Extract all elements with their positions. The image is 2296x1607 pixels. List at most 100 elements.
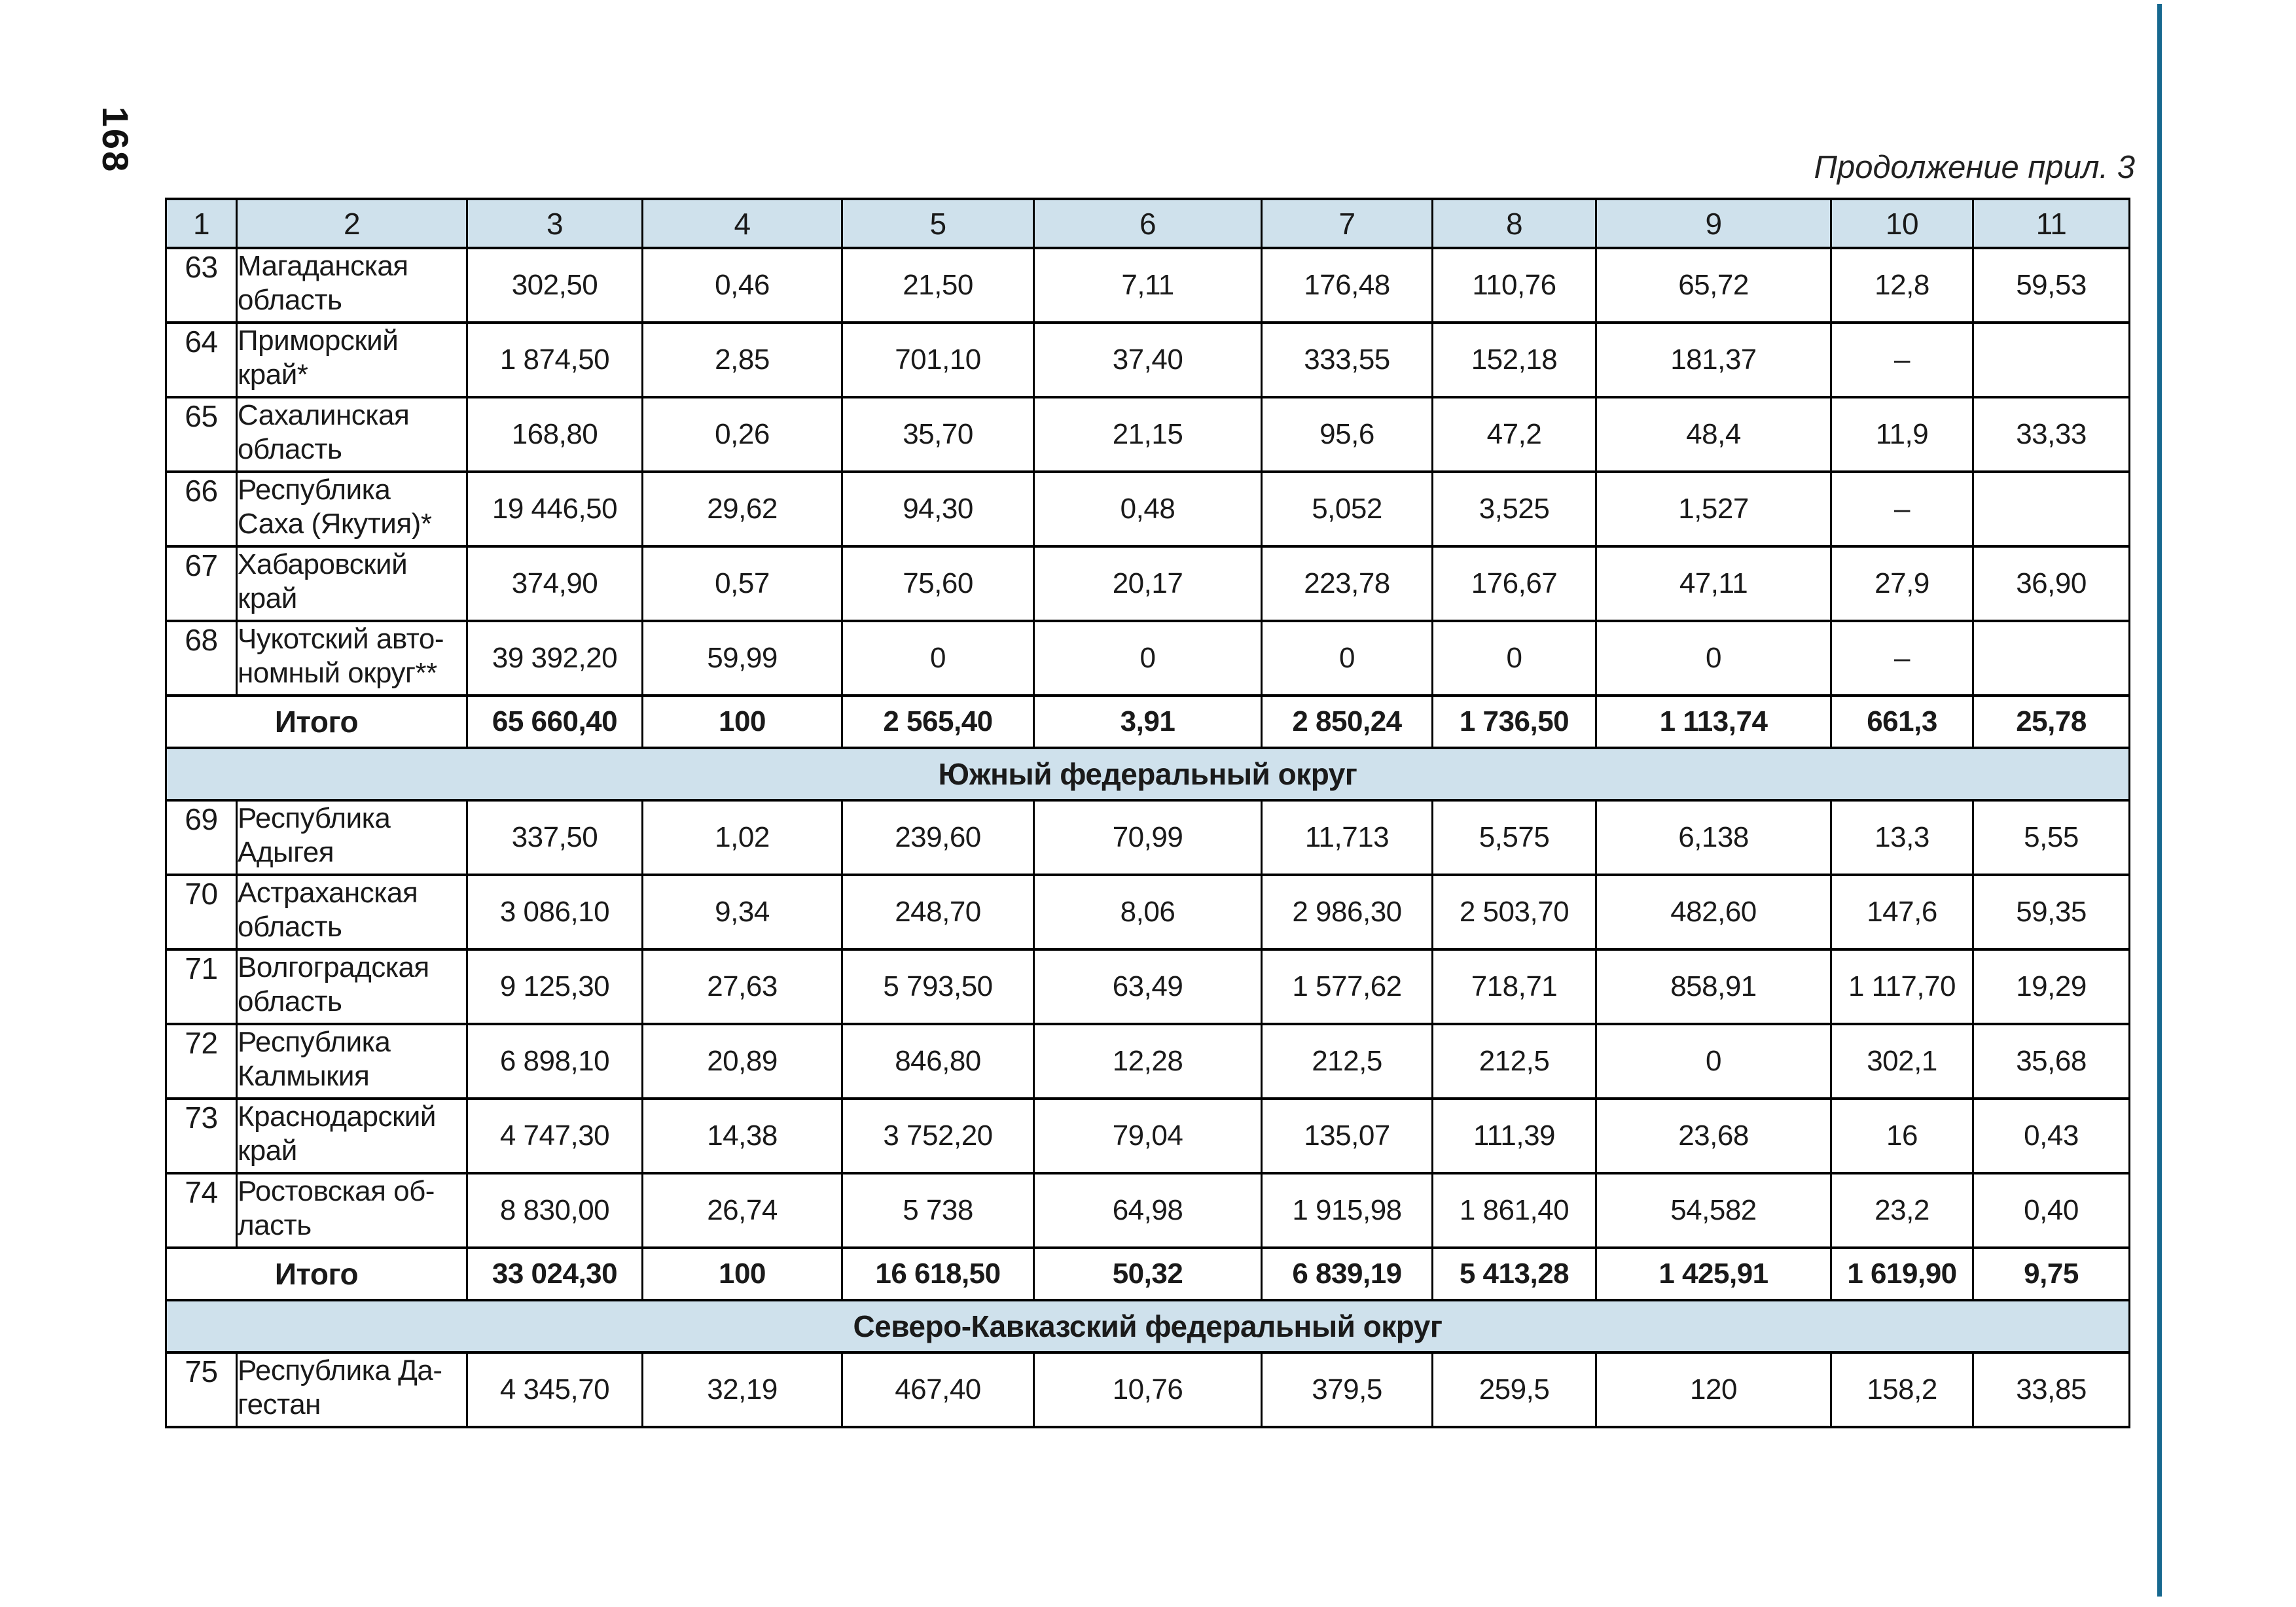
value-cell: 20,89 xyxy=(641,1023,843,1100)
value-cell: 54,582 xyxy=(1595,1172,1832,1249)
row-number: 68 xyxy=(165,620,238,697)
value-cell: 94,30 xyxy=(841,470,1035,548)
value-cell: 181,37 xyxy=(1595,321,1832,398)
row-number: 71 xyxy=(165,948,238,1025)
row-number: 69 xyxy=(165,799,238,876)
total-value-cell: 1 736,50 xyxy=(1431,694,1597,749)
table-row: 68 Чукотский авто- номный округ** 39 392,2… xyxy=(165,620,2130,697)
value-cell: 12,28 xyxy=(1033,1023,1263,1100)
column-header: 9 xyxy=(1595,198,1832,249)
value-cell: 5,575 xyxy=(1431,799,1597,876)
region-name: Республика Саха (Якутия)* xyxy=(236,470,468,548)
value-cell: 0 xyxy=(1595,620,1832,697)
value-cell: 135,07 xyxy=(1261,1097,1433,1174)
value-cell: 26,74 xyxy=(641,1172,843,1249)
value-cell: 37,40 xyxy=(1033,321,1263,398)
value-cell: 3 752,20 xyxy=(841,1097,1035,1174)
table-body: 63 Магаданская область 302,50 0,46 21,50 7,11… xyxy=(165,247,2130,1428)
value-cell: 212,5 xyxy=(1261,1023,1433,1100)
value-cell xyxy=(1972,470,2130,548)
table-row: 75 Республика Да- гестан 4 345,70 32,19 467,… xyxy=(165,1351,2130,1428)
value-cell: 6,138 xyxy=(1595,799,1832,876)
section-header-row: Южный федеральный округ xyxy=(165,747,2130,802)
value-cell: 0,43 xyxy=(1972,1097,2130,1174)
value-cell: 718,71 xyxy=(1431,948,1597,1025)
value-cell: 27,9 xyxy=(1830,545,1974,622)
column-header: 8 xyxy=(1431,198,1597,249)
total-value-cell: 9,75 xyxy=(1972,1246,2130,1301)
region-name: Магаданская область xyxy=(236,247,468,324)
value-cell: 95,6 xyxy=(1261,396,1433,473)
total-value-cell: 2 565,40 xyxy=(841,694,1035,749)
value-cell: 19 446,50 xyxy=(466,470,643,548)
value-cell: 59,99 xyxy=(641,620,843,697)
value-cell: 0 xyxy=(841,620,1035,697)
value-cell: 1 861,40 xyxy=(1431,1172,1597,1249)
column-header: 11 xyxy=(1972,198,2130,249)
value-cell: 4 345,70 xyxy=(466,1351,643,1428)
total-value-cell: 16 618,50 xyxy=(841,1246,1035,1301)
row-number: 72 xyxy=(165,1023,238,1100)
value-cell: 1,02 xyxy=(641,799,843,876)
table-row: 66 Республика Саха (Якутия)* 19 446,50 29,6… xyxy=(165,470,2130,548)
total-row: Итого 33 024,30 100 16 618,50 50,32 6 839,19 5… xyxy=(165,1246,2130,1301)
value-cell xyxy=(1972,321,2130,398)
value-cell: 11,713 xyxy=(1261,799,1433,876)
value-cell: 0 xyxy=(1431,620,1597,697)
section-header-row: Северо-Кавказский федеральный округ xyxy=(165,1299,2130,1354)
value-cell: 33,85 xyxy=(1972,1351,2130,1428)
page-number: 168 xyxy=(95,106,137,174)
value-cell: 333,55 xyxy=(1261,321,1433,398)
value-cell: 110,76 xyxy=(1431,247,1597,324)
value-cell: 374,90 xyxy=(466,545,643,622)
value-cell: 846,80 xyxy=(841,1023,1035,1100)
value-cell: 482,60 xyxy=(1595,874,1832,951)
region-name: Республика Да- гестан xyxy=(236,1351,468,1428)
value-cell: 0 xyxy=(1261,620,1433,697)
value-cell: 1 874,50 xyxy=(466,321,643,398)
value-cell: 3 086,10 xyxy=(466,874,643,951)
section-header: Южный федеральный округ xyxy=(165,747,2130,802)
value-cell: 21,15 xyxy=(1033,396,1263,473)
value-cell: 21,50 xyxy=(841,247,1035,324)
value-cell: 0,57 xyxy=(641,545,843,622)
value-cell: 11,9 xyxy=(1830,396,1974,473)
value-cell: 152,18 xyxy=(1431,321,1597,398)
total-value-cell: 1 619,90 xyxy=(1830,1246,1974,1301)
region-name: Приморский край* xyxy=(236,321,468,398)
total-value-cell: 3,91 xyxy=(1033,694,1263,749)
value-cell: – xyxy=(1830,470,1974,548)
value-cell: 13,3 xyxy=(1830,799,1974,876)
total-value-cell: 50,32 xyxy=(1033,1246,1263,1301)
value-cell: 337,50 xyxy=(466,799,643,876)
column-header: 6 xyxy=(1033,198,1263,249)
value-cell: 5,55 xyxy=(1972,799,2130,876)
table-row: 73 Краснодарский край 4 747,30 14,38 3 752,2… xyxy=(165,1097,2130,1174)
value-cell: 16 xyxy=(1830,1097,1974,1174)
value-cell: 2,85 xyxy=(641,321,843,398)
region-name: Республика Адыгея xyxy=(236,799,468,876)
total-label: Итого xyxy=(165,1246,468,1301)
region-name: Краснодарский край xyxy=(236,1097,468,1174)
total-value-cell: 6 839,19 xyxy=(1261,1246,1433,1301)
row-number: 63 xyxy=(165,247,238,324)
value-cell: 1 577,62 xyxy=(1261,948,1433,1025)
value-cell: 23,2 xyxy=(1830,1172,1974,1249)
value-cell: 1,527 xyxy=(1595,470,1832,548)
region-name: Чукотский авто- номный округ** xyxy=(236,620,468,697)
total-value-cell: 5 413,28 xyxy=(1431,1246,1597,1301)
region-name: Волгоградская область xyxy=(236,948,468,1025)
row-number: 70 xyxy=(165,874,238,951)
value-cell: 1 915,98 xyxy=(1261,1172,1433,1249)
value-cell: 19,29 xyxy=(1972,948,2130,1025)
value-cell: 212,5 xyxy=(1431,1023,1597,1100)
table-row: 69 Республика Адыгея 337,50 1,02 239,60 70,99… xyxy=(165,799,2130,876)
column-header: 10 xyxy=(1830,198,1974,249)
row-number: 67 xyxy=(165,545,238,622)
value-cell: 64,98 xyxy=(1033,1172,1263,1249)
table-row: 71 Волгоградская область 9 125,30 27,63 5 79… xyxy=(165,948,2130,1025)
column-header: 7 xyxy=(1261,198,1433,249)
value-cell: 5 793,50 xyxy=(841,948,1035,1025)
value-cell: 79,04 xyxy=(1033,1097,1263,1174)
value-cell: 39 392,20 xyxy=(466,620,643,697)
